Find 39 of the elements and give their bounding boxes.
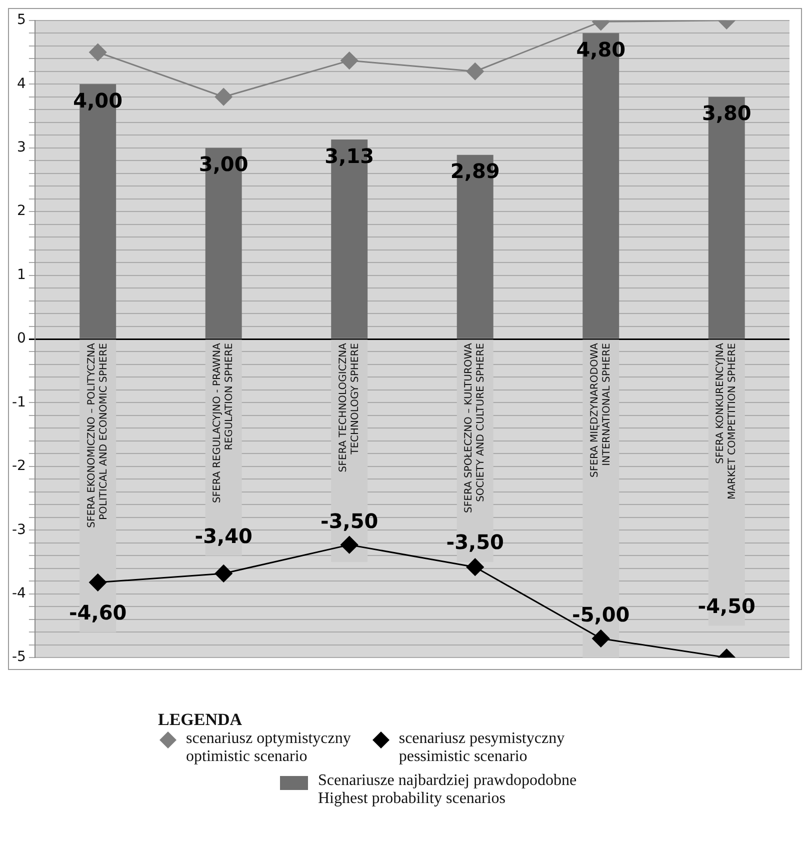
data-label: 3,00 [198,152,248,176]
x-tick-label: SFERA KONKURENCYJNA MARKET COMPETITION SPHERE [715,342,738,500]
y-tick-label: 1 [17,266,26,283]
y-tick-label: 3 [17,139,26,156]
legend-label: scenariusz pesymistyczny pessimistic scenario [398,730,565,766]
x-tick-label: SFERA MIĘDZYNARODOWA INTERNATIONAL SPHERE [589,342,612,478]
legend-label: scenariusz optymistyczny optimistic scenario [186,730,351,766]
x-tick-label: SFERA REGULACYJNO - PRAWNA REGULATION SPHERE [212,342,236,504]
point [214,88,232,106]
point [340,536,358,554]
y-tick-label: -3 [12,522,26,538]
point [466,62,484,80]
point [592,630,610,648]
data-label: -4,60 [69,600,127,624]
legend-title: LEGENDA [158,710,244,730]
x-tick-label: SFERA TECHNOLOGICZNA TECHNOLOGY SPHERE [338,342,361,472]
y-tick-label: -1 [12,394,26,410]
x-tick-label: SFERA EKONOMICZNO – POLITYCZNA POLITICAL AND ECONOMIC SPHERE [86,342,110,528]
data-label: -3,40 [194,524,252,548]
legend-label: Scenariusze najbardziej prawdopodobne Highest probability scenarios [318,772,577,808]
data-label: -3,50 [446,530,504,554]
point [214,564,232,582]
point [340,52,358,70]
data-label: -5,00 [572,602,630,627]
y-tick-label: 4 [17,76,26,92]
point [89,44,107,62]
y-tick-label: -2 [12,458,26,474]
data-label: -4,50 [698,594,756,618]
point [89,574,107,592]
point [466,558,484,576]
y-tick-label: -5 [12,649,26,666]
data-label: -3,50 [320,509,378,534]
y-tick-label: 0 [17,330,26,347]
y-tick-label: 2 [17,203,26,220]
data-label: 2,89 [450,159,500,184]
data-label: 3,80 [702,101,752,126]
x-tick-label: SFERA SPOŁECZNO – KULTUROWA SOCIETY AND CULTURE SPHERE [464,342,487,513]
y-tick-label: 5 [17,12,26,28]
y-tick-label: -4 [12,586,26,602]
